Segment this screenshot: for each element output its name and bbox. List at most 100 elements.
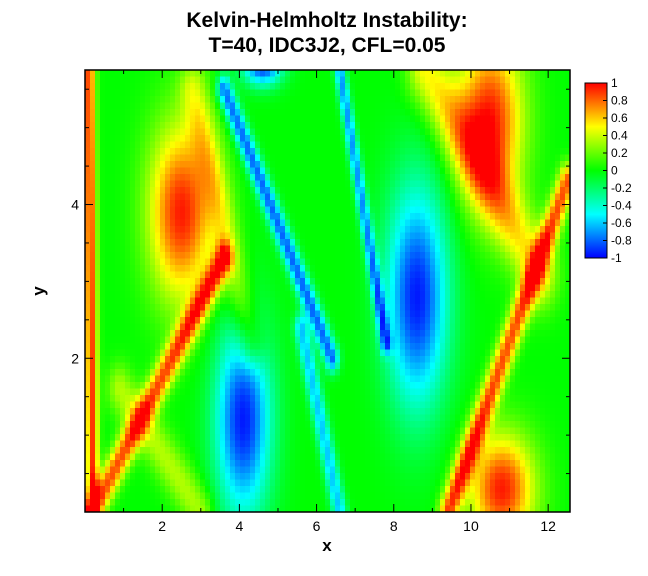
heatmap-cell xyxy=(505,388,511,396)
heatmap-cell xyxy=(360,219,366,227)
heatmap-cell xyxy=(360,395,366,403)
heatmap-cell xyxy=(315,317,321,325)
heatmap-cell xyxy=(215,297,221,305)
heatmap-cell xyxy=(110,239,116,247)
heatmap-cell xyxy=(220,239,226,247)
heatmap-cell xyxy=(120,304,126,312)
heatmap-cell xyxy=(170,258,176,266)
heatmap-cell xyxy=(180,336,186,344)
heatmap-cell xyxy=(205,115,211,123)
heatmap-cell xyxy=(345,135,351,143)
heatmap-cell xyxy=(265,128,271,136)
heatmap-cell xyxy=(385,115,391,123)
heatmap-cell xyxy=(470,382,476,390)
heatmap-cell xyxy=(160,128,166,136)
heatmap-cell xyxy=(350,258,356,266)
heatmap-cell xyxy=(290,330,296,338)
heatmap-cell xyxy=(535,226,541,234)
heatmap-cell xyxy=(540,252,546,260)
heatmap-cell xyxy=(430,317,436,325)
heatmap-cell xyxy=(205,239,211,247)
heatmap-cell xyxy=(245,226,251,234)
heatmap-cell xyxy=(510,180,516,188)
heatmap-cell xyxy=(380,148,386,156)
heatmap-cell xyxy=(460,174,466,182)
heatmap-cell xyxy=(425,76,431,84)
heatmap-cell xyxy=(230,232,236,240)
heatmap-cell xyxy=(425,271,431,279)
heatmap-cell xyxy=(100,96,106,104)
heatmap-cell xyxy=(335,388,341,396)
heatmap-cell xyxy=(390,83,396,91)
heatmap-cell xyxy=(130,245,136,253)
heatmap-cell xyxy=(255,284,261,292)
heatmap-cell xyxy=(155,375,161,383)
heatmap-cell xyxy=(405,161,411,169)
heatmap-cell xyxy=(85,323,91,331)
heatmap-cell xyxy=(355,70,361,78)
heatmap-cell xyxy=(140,213,146,221)
heatmap-cell xyxy=(385,291,391,299)
heatmap-cell xyxy=(120,291,126,299)
heatmap-cell xyxy=(240,141,246,149)
heatmap-cell xyxy=(260,180,266,188)
heatmap-cell xyxy=(495,239,501,247)
heatmap-cell xyxy=(275,395,281,403)
heatmap-cell xyxy=(450,102,456,110)
heatmap-cell xyxy=(525,252,531,260)
heatmap-cell xyxy=(440,96,446,104)
heatmap-cell xyxy=(495,297,501,305)
heatmap-cell xyxy=(470,115,476,123)
heatmap-cell xyxy=(525,395,531,403)
heatmap-cell xyxy=(470,187,476,195)
heatmap-cell xyxy=(460,167,466,175)
heatmap-cell xyxy=(325,167,331,175)
heatmap-cell xyxy=(95,336,101,344)
heatmap-cell xyxy=(330,180,336,188)
heatmap-cell xyxy=(115,167,121,175)
heatmap-cell xyxy=(400,102,406,110)
heatmap-cell xyxy=(375,206,381,214)
heatmap-cell xyxy=(420,317,426,325)
heatmap-cell xyxy=(480,271,486,279)
heatmap-cell xyxy=(125,226,131,234)
heatmap-cell xyxy=(145,356,151,364)
heatmap-cell xyxy=(215,395,221,403)
heatmap-cell xyxy=(225,336,231,344)
heatmap-cell xyxy=(185,148,191,156)
heatmap-cell xyxy=(535,362,541,370)
heatmap-cell xyxy=(280,271,286,279)
heatmap-cell xyxy=(300,219,306,227)
heatmap-cell xyxy=(115,193,121,201)
heatmap-cell xyxy=(435,310,441,318)
heatmap-cell xyxy=(460,187,466,195)
heatmap-cell xyxy=(250,89,256,97)
heatmap-cell xyxy=(145,395,151,403)
heatmap-cell xyxy=(235,96,241,104)
heatmap-cell xyxy=(305,245,311,253)
heatmap-cell xyxy=(565,128,570,136)
heatmap-cell xyxy=(485,128,491,136)
heatmap-cell xyxy=(195,70,201,78)
heatmap-cell xyxy=(425,304,431,312)
heatmap-cell xyxy=(475,284,481,292)
heatmap-cell xyxy=(215,76,221,84)
heatmap-cell xyxy=(345,388,351,396)
heatmap-cell xyxy=(90,401,96,409)
heatmap-cell xyxy=(255,115,261,123)
heatmap-cell xyxy=(515,375,521,383)
heatmap-cell xyxy=(420,161,426,169)
heatmap-cell xyxy=(410,213,416,221)
heatmap-cell xyxy=(560,180,566,188)
heatmap-cell xyxy=(345,122,351,130)
heatmap-cell xyxy=(90,122,96,130)
heatmap-cell xyxy=(530,336,536,344)
heatmap-cell xyxy=(115,252,121,260)
heatmap-cell xyxy=(525,161,531,169)
heatmap-cell xyxy=(360,245,366,253)
heatmap-cell xyxy=(385,323,391,331)
heatmap-cell xyxy=(105,174,111,182)
heatmap-cell xyxy=(310,349,316,357)
heatmap-cell xyxy=(270,310,276,318)
heatmap-cell xyxy=(285,330,291,338)
